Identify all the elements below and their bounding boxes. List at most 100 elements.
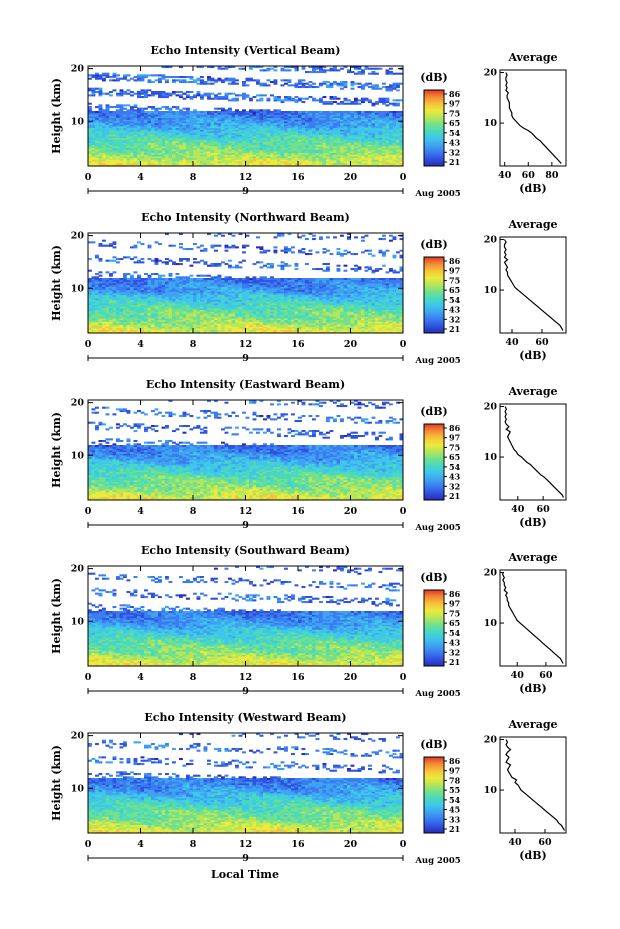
heatmap-cell xyxy=(312,164,316,167)
heatmap-cell xyxy=(249,152,253,155)
heatmap-cell xyxy=(154,74,159,77)
heatmap-cell xyxy=(354,154,358,157)
heatmap-cell xyxy=(347,151,351,154)
heatmap-cell xyxy=(235,82,239,85)
heatmap-cell xyxy=(371,144,376,147)
heatmap-cell xyxy=(105,152,110,155)
heatmap-cell xyxy=(179,161,183,164)
heatmap-cell xyxy=(385,86,390,89)
heatmap-cell xyxy=(175,149,180,152)
heatmap-cell xyxy=(151,162,155,165)
heatmap-cell xyxy=(112,142,117,145)
heatmap-cell xyxy=(256,162,260,165)
heatmap-cell xyxy=(284,159,288,162)
heatmap-cell xyxy=(371,151,376,154)
heatmap-cell xyxy=(123,147,127,150)
heatmap-cell xyxy=(378,149,383,152)
heatmap-cell xyxy=(151,159,155,162)
heatmap-cell xyxy=(252,156,257,159)
heatmap-cell xyxy=(301,111,306,114)
heatmap-cell xyxy=(91,151,96,154)
heatmap-cell xyxy=(294,164,299,167)
heatmap-cell xyxy=(126,162,131,165)
heatmap-cell xyxy=(378,156,383,159)
heatmap-cell xyxy=(228,142,232,145)
heatmap-cell xyxy=(371,152,376,155)
heatmap-cell xyxy=(238,162,243,165)
heatmap-cell xyxy=(158,147,162,150)
heatmap-cell xyxy=(165,149,169,152)
heatmap-cell xyxy=(116,164,120,167)
heatmap-cell xyxy=(350,164,355,167)
heatmap-cell xyxy=(291,152,295,155)
heatmap-cell xyxy=(343,164,348,167)
heatmap-cell xyxy=(193,144,197,147)
heatmap-cell xyxy=(336,162,341,165)
heatmap-cell xyxy=(396,154,400,157)
heatmap-cell xyxy=(298,151,302,154)
heatmap-cell xyxy=(315,159,320,162)
heatmap-cell xyxy=(280,154,285,157)
heatmap-cell xyxy=(133,147,138,150)
heatmap-cell xyxy=(270,162,274,165)
heatmap-cell xyxy=(329,144,334,147)
heatmap-cell xyxy=(224,142,229,145)
heatmap-cell xyxy=(280,142,285,145)
heatmap-cell xyxy=(298,111,302,114)
heatmap-cell xyxy=(95,106,99,109)
heatmap-cell xyxy=(389,146,393,149)
heatmap-cell xyxy=(256,149,260,152)
heatmap-cell xyxy=(361,157,365,160)
heatmap-cell xyxy=(193,142,197,145)
heatmap-cell xyxy=(357,146,362,149)
heatmap-cell xyxy=(172,147,176,150)
heatmap-cell xyxy=(224,146,229,149)
heatmap-cell xyxy=(301,82,306,85)
heatmap-cell xyxy=(266,97,271,100)
heatmap-cell xyxy=(249,147,253,150)
heatmap-cell xyxy=(305,144,309,147)
heatmap-cell xyxy=(221,151,225,154)
heatmap-cell xyxy=(259,161,264,164)
heatmap-cell xyxy=(364,82,369,85)
heatmap-cell xyxy=(287,84,292,87)
heatmap-cell xyxy=(329,111,334,114)
heatmap-cell xyxy=(368,99,372,102)
heatmap-cell xyxy=(144,147,148,150)
heatmap-cell xyxy=(270,111,274,114)
heatmap-cell xyxy=(116,141,120,144)
heatmap-cell xyxy=(249,159,253,162)
heatmap-cell xyxy=(375,154,379,157)
heatmap-cell xyxy=(133,161,138,164)
heatmap-cell xyxy=(252,152,257,155)
heatmap-cell xyxy=(284,161,288,164)
heatmap-cell xyxy=(319,149,323,152)
heatmap-cell xyxy=(280,162,285,165)
heatmap-cell xyxy=(200,142,204,145)
heatmap-cell xyxy=(399,149,404,152)
heatmap-cell xyxy=(266,149,271,152)
heatmap-cell xyxy=(399,146,404,149)
heatmap-cell xyxy=(168,149,173,152)
heatmap-cell xyxy=(161,147,166,150)
heatmap-cell xyxy=(196,162,201,165)
heatmap-cell xyxy=(165,161,169,164)
heatmap-cell xyxy=(399,152,404,155)
heatmap-cell xyxy=(109,147,113,150)
heatmap-cell xyxy=(389,164,393,167)
heatmap-cell xyxy=(158,162,162,165)
heatmap-cell xyxy=(389,162,393,165)
heatmap-cell xyxy=(361,84,365,87)
heatmap-cell xyxy=(291,147,295,150)
heatmap-cell xyxy=(207,152,211,155)
heatmap-cell xyxy=(102,147,106,150)
heatmap-cell xyxy=(109,94,113,97)
heatmap-cell xyxy=(88,144,92,147)
heatmap-cell xyxy=(312,146,316,149)
heatmap-cell xyxy=(242,151,246,154)
heatmap-cell xyxy=(322,161,327,164)
heatmap-cell xyxy=(287,157,292,160)
heatmap-cell xyxy=(266,154,271,157)
heatmap-cell xyxy=(399,161,404,164)
heatmap-cell xyxy=(312,142,316,145)
